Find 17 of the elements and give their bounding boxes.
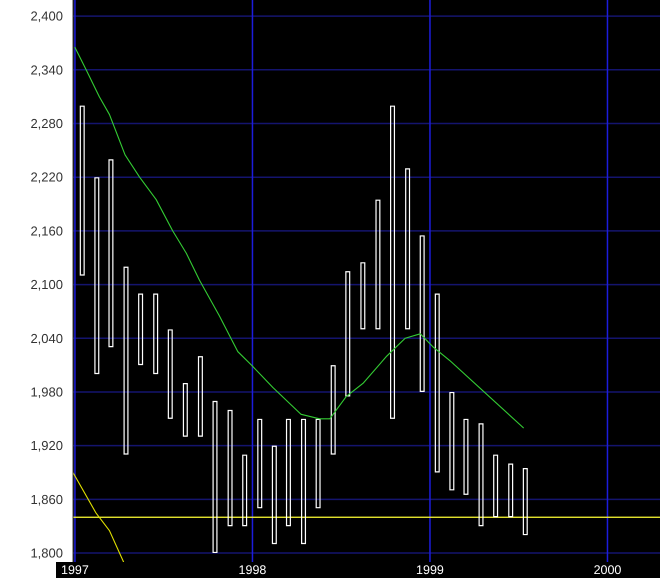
x-tick-label: 1997 [61,563,89,577]
x-tick-label: 2000 [594,563,622,577]
y-tick-label: 2,100 [30,277,63,292]
y-tick-label: 1,800 [30,546,63,561]
y-tick-label: 2,340 [30,62,63,78]
y-tick-label: 2,160 [30,223,63,238]
y-tick-label: 2,280 [30,116,63,131]
y-tick-label: 1,860 [30,492,63,507]
y-tick-label: 2,040 [30,330,63,346]
y-tick-label: 2,220 [30,170,63,185]
line-series [73,472,124,562]
y-tick-label: 1,980 [30,384,63,400]
x-tick-label: 1998 [238,563,266,577]
y-tick-label: 1,920 [30,438,63,454]
x-tick-label: 1999 [416,563,444,577]
y-tick-label: 2,400 [30,8,63,24]
line-series [74,46,524,428]
